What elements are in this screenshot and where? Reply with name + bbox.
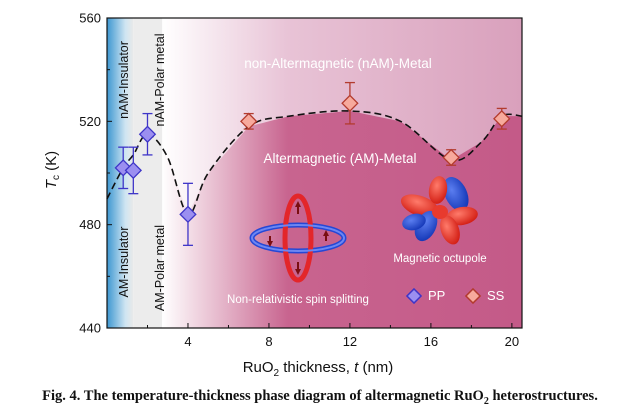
y-tick-label: 520 <box>79 114 101 129</box>
region-label-nam-insulator: nAM-Insulator <box>117 41 131 119</box>
y-tick-label: 560 <box>79 11 101 26</box>
figure-caption: Fig. 4. The temperature-thickness phase … <box>0 388 640 407</box>
data-point-pp <box>138 125 157 143</box>
region-labels: nAM-Insulator AM-Insulator nAM-Polar metal… <box>117 33 432 311</box>
annotation-spin-splitting: Non-relativistic spin splitting <box>227 294 369 306</box>
data-point-pp <box>179 205 197 224</box>
data-point-ss <box>442 148 460 167</box>
legend-marker-pp <box>405 287 423 305</box>
caption-prefix: Fig. 4. The temperature-thickness phase … <box>42 388 484 404</box>
data-point-ss <box>493 110 511 128</box>
octupole-illustration <box>400 176 478 245</box>
legend-marker-ss <box>464 287 482 305</box>
y-axis-label: Tc (K) <box>43 151 62 189</box>
legend: PP SS <box>405 287 505 305</box>
data-marks <box>114 81 511 246</box>
region-label-am-polar-metal: AM-Polar metal <box>153 225 167 311</box>
phase-regions <box>107 18 522 328</box>
legend-label-pp: PP <box>428 288 445 303</box>
y-tick-label: 440 <box>79 321 101 336</box>
illustrations <box>249 176 478 283</box>
data-point-ss <box>341 94 359 112</box>
data-point-ss <box>240 112 258 131</box>
region-label-am-insulator: AM-Insulator <box>117 227 131 298</box>
caption-suffix: heterostructures. <box>488 388 598 404</box>
y-tick-label: 480 <box>79 217 101 232</box>
spin-splitting-illustration <box>249 193 347 283</box>
region-label-am-metal: Altermagnetic (AM)-Metal <box>263 151 416 166</box>
x-tick-label: 4 <box>184 334 191 349</box>
x-tick-label: 20 <box>505 334 519 349</box>
axes: 440 480 520 560 4 8 12 16 20 <box>79 11 523 349</box>
region-label-nam-metal: non-Altermagnetic (nAM)-Metal <box>244 56 432 71</box>
x-tick-label: 16 <box>424 334 438 349</box>
caption-sub: 2 <box>483 395 489 407</box>
annotation-octupole: Magnetic octupole <box>393 253 486 265</box>
x-axis-label: RuO2 thickness, t (nm) <box>243 359 394 379</box>
data-point-pp <box>124 161 143 180</box>
x-tick-label: 8 <box>265 334 272 349</box>
legend-label-ss: SS <box>487 288 505 303</box>
x-tick-label: 12 <box>343 334 357 349</box>
region-metal-lower <box>162 111 522 328</box>
region-label-nam-polar-metal: nAM-Polar metal <box>153 33 167 126</box>
